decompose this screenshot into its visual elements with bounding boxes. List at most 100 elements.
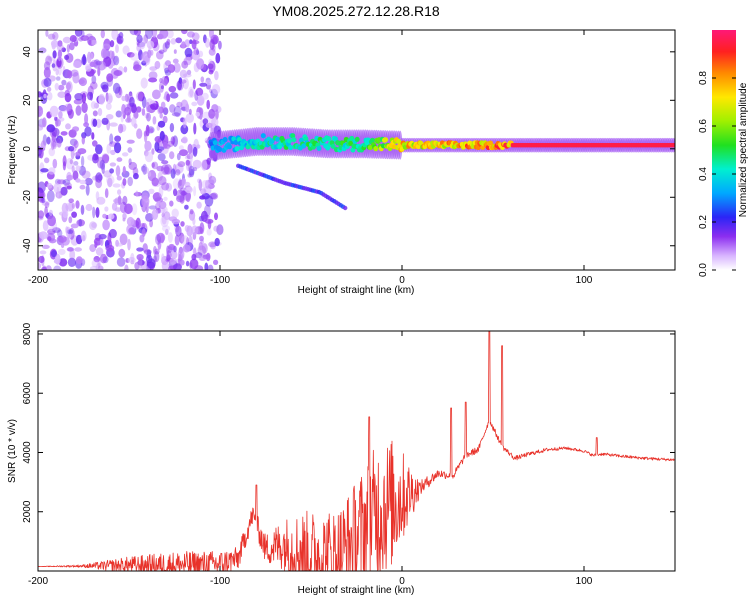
signal-cell [287, 138, 292, 144]
noise-cell [208, 172, 213, 180]
noise-cell [188, 235, 193, 247]
signal-cell [301, 143, 307, 149]
noise-cell [192, 248, 197, 255]
noise-cell [91, 222, 98, 229]
noise-cell [105, 92, 109, 102]
noise-cell [148, 71, 158, 80]
noise-cell [64, 54, 70, 61]
noise-cell [42, 244, 50, 249]
noise-cell [57, 49, 63, 59]
noise-cell [110, 149, 116, 156]
noise-cell [166, 93, 171, 102]
noise-cell [209, 39, 215, 50]
noise-cell [201, 159, 208, 171]
spectrogram-xtick-label: 100 [576, 275, 593, 286]
signal-cell [299, 137, 304, 143]
noise-cell [98, 93, 105, 105]
noise-cell [192, 217, 196, 226]
noise-cell [201, 243, 208, 254]
noise-cell [169, 122, 175, 133]
noise-cell [148, 77, 158, 83]
noise-cell [57, 229, 63, 237]
noise-cell [145, 30, 153, 39]
noise-cell [66, 229, 74, 235]
noise-cell [205, 179, 211, 189]
snr-ylabel: SNR (10 * v/v) [7, 419, 18, 483]
noise-cell [47, 215, 56, 227]
noise-cell [126, 52, 135, 58]
spectrogram-ylabel: Frequency (Hz) [7, 116, 18, 185]
noise-cell [185, 113, 194, 123]
noise-cell [210, 192, 219, 200]
spectrogram-ytick-label: -40 [22, 238, 33, 253]
noise-cell [64, 103, 73, 112]
noise-cell [177, 161, 186, 168]
noise-cell [113, 55, 120, 66]
noise-cell [38, 105, 44, 117]
noise-cell [102, 43, 111, 50]
noise-cell [44, 157, 50, 164]
noise-cell [146, 40, 155, 49]
noise-cell [54, 138, 61, 143]
noise-cell [182, 77, 189, 90]
noise-cell [65, 158, 74, 170]
noise-cell [55, 56, 64, 69]
noise-cell [71, 165, 75, 173]
noise-cell [196, 58, 205, 70]
noise-cell [213, 259, 219, 265]
noise-cell [141, 96, 147, 109]
colorbar-tick-label: 0.8 [698, 71, 709, 85]
noise-cell [166, 30, 174, 39]
noise-cell [151, 161, 159, 170]
noise-cell [47, 236, 52, 241]
noise-cell [189, 209, 194, 215]
noise-cell [214, 105, 222, 114]
noise-cell [65, 226, 69, 234]
noise-cell [208, 193, 217, 200]
noise-cell [66, 185, 72, 190]
noise-cell [185, 260, 190, 267]
noise-cell [75, 165, 81, 172]
noise-cell [113, 70, 123, 76]
noise-cell [159, 130, 165, 141]
noise-cell [117, 189, 122, 195]
noise-cell [180, 221, 185, 227]
noise-cell [72, 72, 80, 84]
noise-cell [72, 126, 80, 132]
snr-frame [37, 330, 676, 572]
noise-cell [62, 210, 69, 218]
colorbar: 0.0 0.2 0.4 0.6 0.8 Normalized spectral ampl… [698, 30, 749, 277]
noise-cell [93, 255, 101, 263]
noise-cell [156, 232, 166, 243]
noise-cell [115, 165, 121, 177]
noise-cell [171, 208, 179, 218]
noise-cell [206, 228, 212, 236]
noise-cell [144, 112, 149, 119]
noise-cell [200, 210, 208, 222]
noise-cell [38, 262, 42, 269]
noise-cell [168, 265, 176, 270]
noise-cell [163, 141, 168, 149]
noise-cell [91, 75, 97, 84]
colorbar-label: Normalized spectral amplitude [738, 82, 749, 217]
noise-cell [96, 156, 104, 169]
noise-cell [51, 139, 55, 151]
noise-cell [170, 168, 176, 179]
noise-cell [159, 78, 163, 83]
noise-cell [39, 231, 48, 240]
noise-cell [124, 106, 132, 116]
noise-cell [116, 35, 124, 45]
noise-cell [40, 140, 46, 151]
spectrogram-ytick-label: 0 [22, 146, 33, 152]
noise-cell [114, 135, 121, 142]
noise-cell [94, 174, 99, 182]
noise-cell [141, 108, 146, 116]
noise-cell [47, 167, 56, 175]
noise-cell [45, 30, 49, 37]
noise-cell [122, 152, 129, 157]
noise-cell [44, 206, 48, 218]
noise-cell [176, 189, 185, 201]
noise-cell [174, 234, 180, 246]
noise-cell [171, 112, 181, 117]
noise-cell [163, 78, 168, 86]
